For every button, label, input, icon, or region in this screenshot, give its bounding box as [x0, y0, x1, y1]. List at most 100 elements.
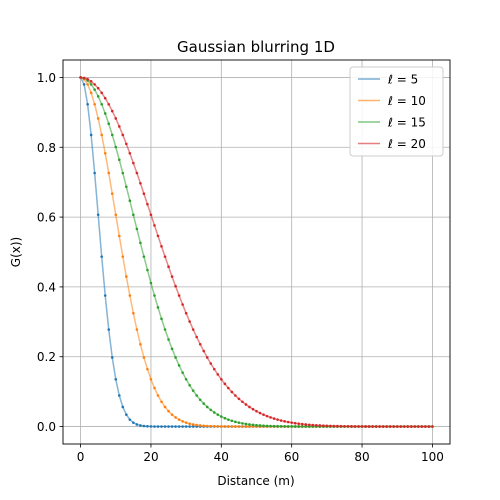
data-point	[107, 122, 111, 126]
data-point	[93, 171, 96, 175]
ticks: 0 20 40 60 80 100 0.0 0.2 0.4 0.6 0.8 1.0	[37, 71, 444, 464]
data-point	[265, 414, 269, 418]
data-point	[132, 213, 135, 217]
data-point	[135, 171, 139, 175]
data-point	[392, 425, 396, 428]
plot-frame	[62, 59, 451, 445]
data-point	[343, 424, 346, 428]
data-point	[255, 409, 258, 413]
data-point	[167, 338, 170, 341]
data-point	[153, 294, 156, 297]
data-point	[209, 362, 213, 365]
data-point	[205, 405, 209, 409]
data-point	[346, 424, 350, 428]
data-point	[406, 425, 410, 428]
data-point	[227, 425, 230, 428]
data-point	[128, 152, 132, 155]
data-point	[156, 234, 160, 238]
data-point	[293, 425, 297, 428]
data-point	[307, 423, 311, 427]
data-point	[121, 133, 125, 137]
data-point	[395, 425, 399, 428]
data-point	[258, 424, 262, 427]
y-tick-label: 0.0	[37, 420, 56, 434]
data-point	[198, 342, 202, 346]
data-point	[181, 371, 184, 374]
data-point	[230, 390, 234, 394]
data-point	[413, 425, 417, 428]
data-point	[325, 424, 329, 428]
data-point	[216, 373, 220, 376]
data-point	[424, 425, 427, 428]
data-point	[311, 423, 315, 427]
data-point	[167, 425, 170, 428]
data-point	[420, 425, 424, 428]
data-point	[181, 303, 184, 306]
data-point	[290, 421, 293, 424]
data-point	[234, 425, 237, 428]
data-point	[188, 320, 191, 323]
data-point	[82, 83, 86, 86]
data-point	[170, 347, 174, 351]
data-point	[279, 419, 283, 422]
data-point	[93, 88, 96, 91]
data-point	[149, 378, 153, 381]
x-tick-label: 100	[421, 450, 444, 464]
data-point	[174, 416, 177, 419]
data-point	[205, 424, 209, 428]
data-point	[86, 102, 89, 106]
data-point	[125, 275, 128, 278]
data-point	[174, 356, 177, 359]
data-point	[286, 425, 290, 428]
data-point	[103, 152, 107, 155]
data-point	[125, 142, 128, 146]
data-point	[248, 423, 251, 426]
data-point	[110, 109, 114, 113]
data-point	[272, 417, 276, 420]
data-point	[286, 420, 290, 424]
data-point	[163, 255, 167, 258]
data-point	[100, 102, 103, 106]
data-point	[293, 421, 297, 425]
data-point	[181, 425, 184, 428]
data-point	[191, 328, 195, 331]
data-point	[262, 424, 265, 427]
data-point	[367, 425, 371, 428]
legend-label: ℓ = 20	[387, 137, 426, 151]
data-point	[272, 424, 276, 428]
data-point	[241, 400, 244, 404]
data-point	[237, 397, 241, 401]
data-point	[304, 425, 308, 428]
data-point	[258, 411, 262, 415]
data-point	[135, 328, 139, 331]
data-point	[212, 367, 216, 371]
data-point	[300, 422, 304, 426]
data-point	[156, 394, 160, 397]
data-point	[188, 383, 191, 387]
data-point	[114, 213, 118, 217]
data-point	[156, 306, 160, 309]
data-point	[195, 423, 198, 427]
data-point	[230, 419, 234, 423]
x-axis-label: Distance (m)	[217, 474, 294, 488]
data-point	[121, 405, 125, 409]
data-point	[103, 112, 107, 115]
data-point	[205, 356, 209, 359]
data-point	[93, 102, 96, 106]
data-point	[160, 400, 163, 404]
data-point	[110, 356, 114, 359]
data-point	[353, 425, 357, 428]
data-point	[103, 96, 107, 100]
data-point	[227, 386, 230, 390]
legend-label: ℓ = 15	[387, 116, 426, 130]
data-point	[100, 133, 103, 137]
data-point	[191, 425, 195, 428]
data-point	[276, 424, 279, 428]
data-point	[248, 425, 251, 428]
data-point	[107, 328, 111, 331]
data-point	[329, 424, 332, 428]
data-point	[142, 192, 146, 196]
data-point	[149, 425, 153, 428]
data-point	[174, 284, 177, 288]
data-point	[244, 422, 248, 426]
